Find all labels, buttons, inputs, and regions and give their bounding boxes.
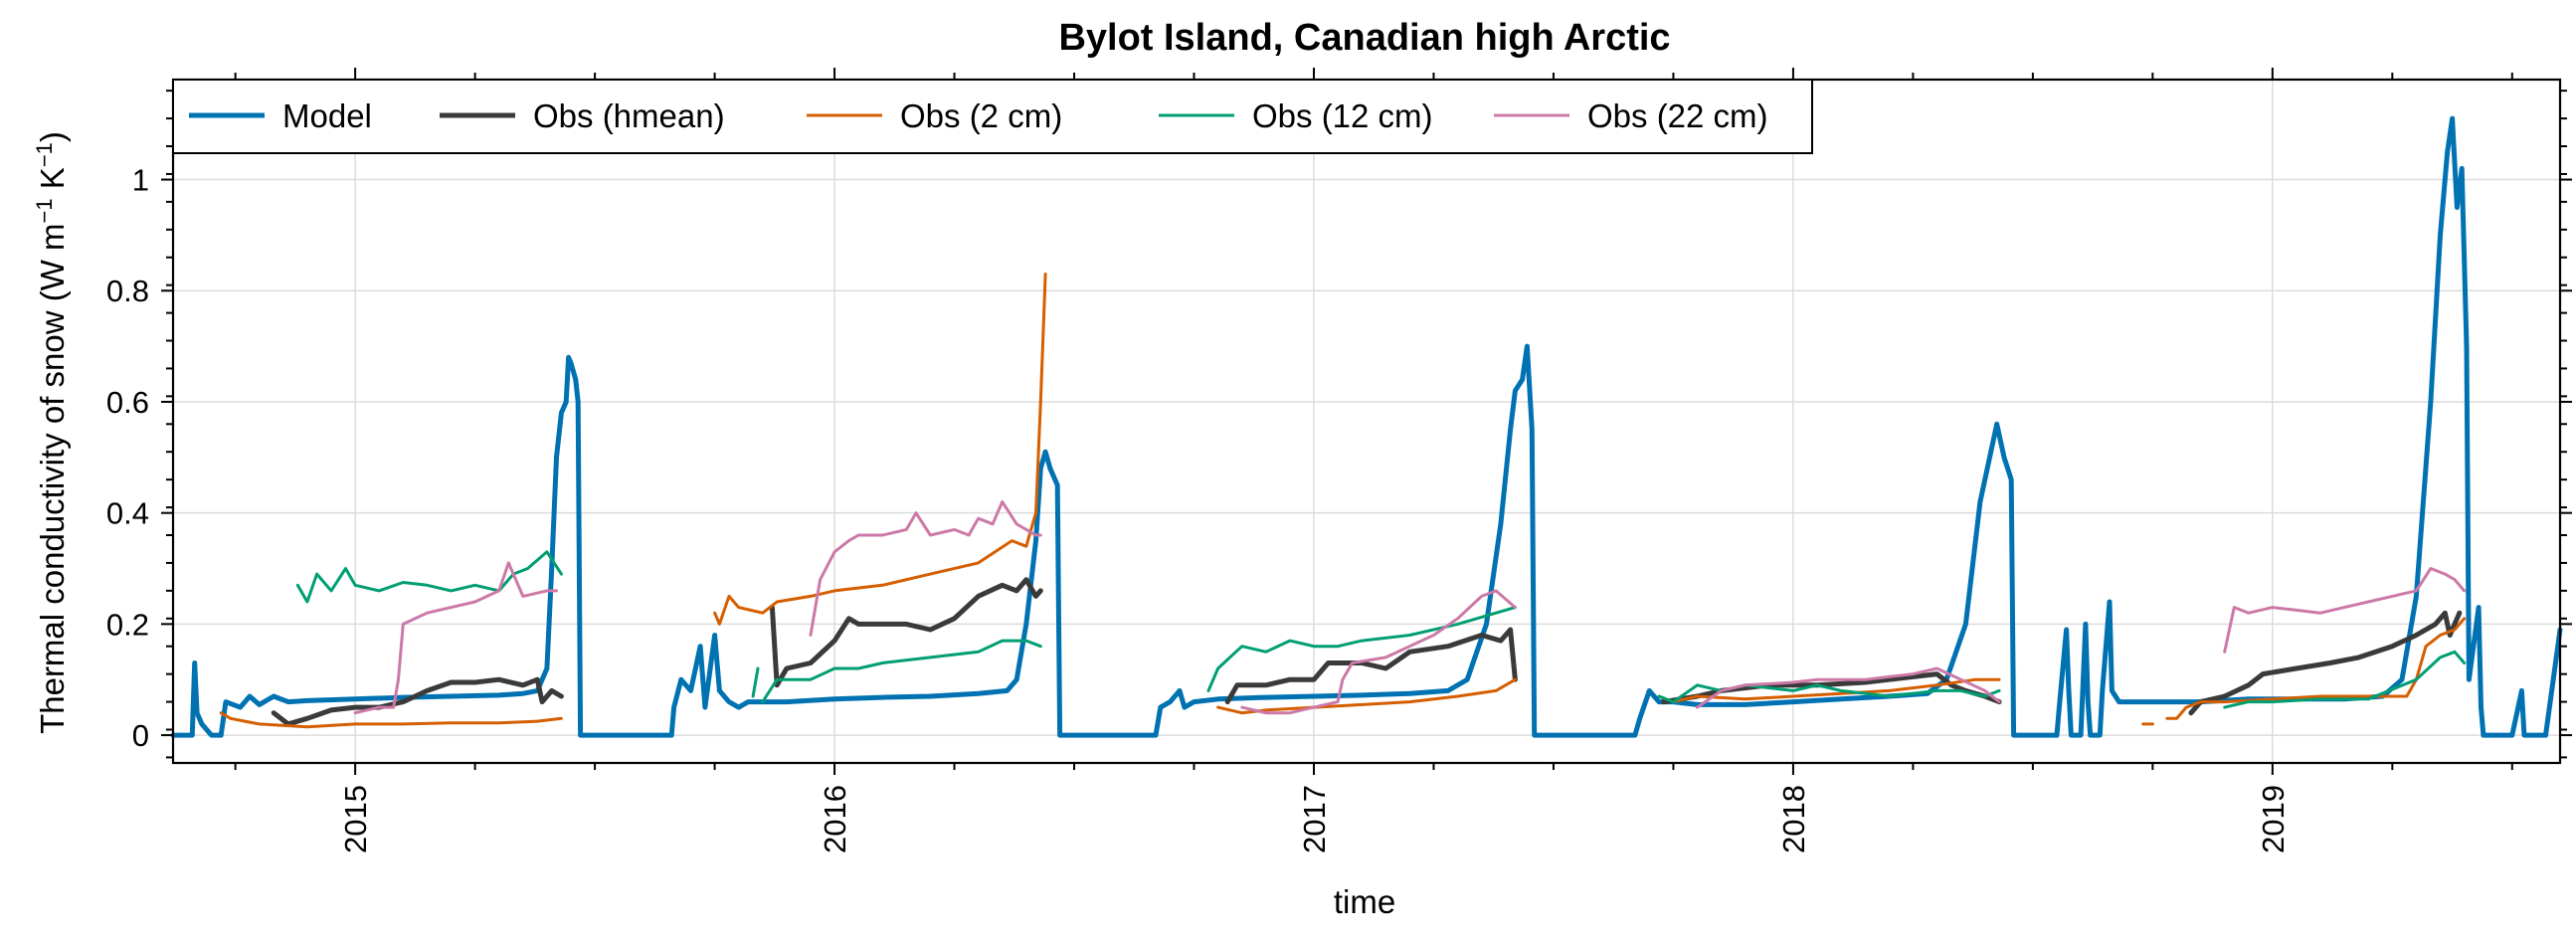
series-line-4 [2223,567,2467,654]
x-tick-label: 2016 [818,785,852,853]
series-line-2 [1657,677,2001,704]
y-tick-label: 0.6 [106,385,149,420]
series-line-3 [295,550,563,604]
x-tick-label: 2018 [1776,785,1811,853]
series-line-0 [170,115,2563,738]
y-axis-label-end: ) [34,131,71,142]
x-tick-label: 2015 [338,785,373,853]
series-line-3 [1206,606,1517,692]
plot-area [170,115,2563,738]
series-line-2 [219,711,563,729]
legend: Model Obs (hmean) Obs (2 cm) Obs (12 cm) Obs… [172,79,1813,154]
y-tick-label: 0.2 [106,607,149,642]
series-line-3 [1657,683,2001,704]
y-tick-label: 0 [132,718,149,753]
series-line-1 [769,577,1043,688]
x-axis-label: time [1334,883,1395,920]
y-tick-label: 1 [132,163,149,198]
series-line-4 [809,500,1042,637]
grid [173,80,2560,763]
series-line-2 [1216,677,1517,715]
y-axis-label-exp2: −1 [32,142,57,167]
legend-label-0: Model [282,97,372,134]
series-line-4 [1240,589,1517,715]
legend-label-4: Obs (22 cm) [1587,97,1768,134]
x-tick-label: 2019 [2256,785,2291,853]
series-line-3 [2223,650,2467,709]
legend-label-2: Obs (2 cm) [900,97,1062,134]
legend-label-1: Obs (hmean) [533,97,725,134]
y-axis-label-mid: K [34,167,71,198]
series-line-4 [353,561,558,715]
y-axis-label: Thermal conductivity of snow (W m−1 K−1) [32,131,71,734]
y-tick-label: 0.4 [106,496,149,531]
y-tick-label: 0.8 [106,274,149,308]
series-line-1 [2188,610,2463,716]
series-line-3 [751,666,760,698]
y-axis-label-exp1: −1 [32,198,57,223]
series-line-1 [271,676,564,727]
series-line-2 [2165,617,2467,720]
y-axis-label-base: Thermal conductivity of snow (W m [34,223,71,733]
chart-title: Bylot Island, Canadian high Arctic [1058,17,1670,59]
x-tick-label: 2017 [1297,785,1332,853]
series-line-4 [1696,666,2001,709]
series-line-2 [713,273,1047,626]
series-line-1 [1224,627,1518,705]
legend-label-3: Obs (12 cm) [1252,97,1433,134]
series-line-3 [761,639,1042,704]
